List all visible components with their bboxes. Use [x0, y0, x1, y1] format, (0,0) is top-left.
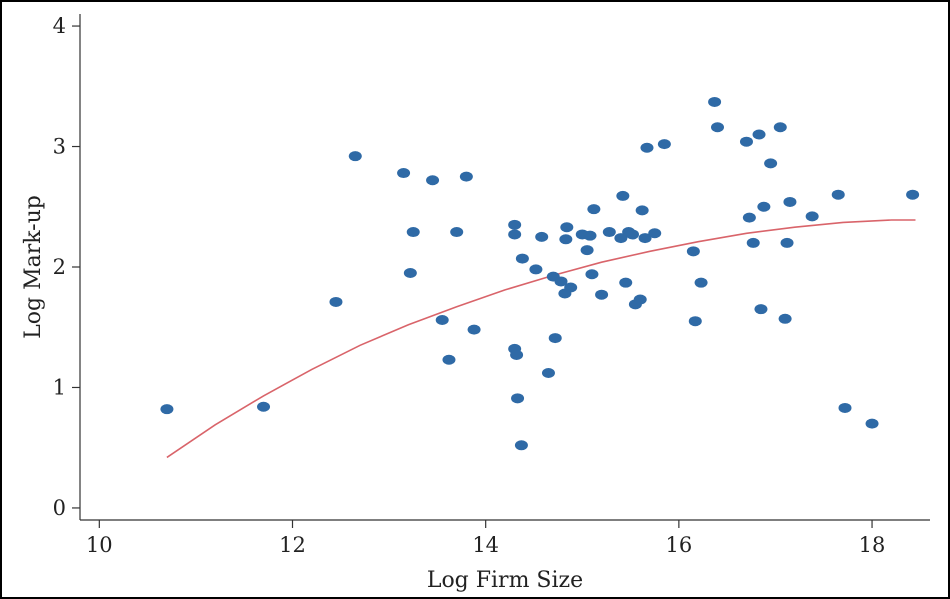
data-point-56	[746, 237, 760, 248]
data-point-35	[595, 289, 609, 300]
data-point-64	[783, 196, 797, 207]
data-point-28	[560, 222, 574, 233]
data-point-32	[583, 230, 597, 241]
data-point-59	[757, 201, 771, 212]
x-tick-label-12: 12	[279, 533, 306, 557]
x-tick-label-14: 14	[472, 533, 499, 557]
data-point-43	[633, 294, 647, 305]
data-point-46	[640, 142, 654, 153]
data-point-44	[635, 205, 649, 216]
data-point-8	[435, 315, 449, 326]
data-point-38	[616, 190, 630, 201]
y-axis-title: Log Mark-up	[21, 195, 46, 339]
data-point-16	[510, 349, 524, 360]
data-point-24	[548, 333, 562, 344]
data-point-13	[508, 219, 522, 230]
x-tick-label-18: 18	[859, 533, 886, 557]
data-point-22	[541, 368, 555, 379]
data-point-10	[450, 227, 464, 238]
data-point-68	[865, 418, 879, 429]
data-point-69	[906, 189, 920, 200]
data-point-41	[626, 229, 639, 240]
y-tick-label-1: 1	[53, 375, 66, 399]
data-point-27	[559, 234, 573, 245]
data-point-53	[711, 122, 724, 133]
data-point-31	[580, 245, 594, 256]
y-axis-ticks: 0 1 2 3 4	[53, 14, 80, 520]
data-point-58	[754, 304, 768, 315]
data-point-50	[688, 316, 702, 327]
data-point-29	[564, 282, 578, 293]
data-points	[160, 96, 920, 451]
data-point-51	[694, 277, 708, 288]
y-tick-label-3: 3	[53, 135, 66, 159]
data-point-48	[657, 139, 671, 150]
data-point-14	[508, 229, 522, 240]
data-point-65	[805, 211, 819, 222]
data-point-18	[514, 440, 528, 451]
data-point-57	[752, 129, 766, 140]
data-point-6	[406, 227, 420, 238]
data-point-52	[708, 96, 722, 107]
data-point-63	[780, 237, 794, 248]
data-point-62	[778, 313, 792, 324]
y-tick-label-4: 4	[53, 14, 66, 38]
y-tick-label-0: 0	[53, 496, 66, 520]
data-point-55	[742, 212, 756, 223]
data-point-9	[442, 354, 456, 365]
data-point-20	[529, 264, 543, 275]
data-point-33	[585, 269, 599, 280]
data-point-21	[535, 231, 549, 242]
data-point-12	[467, 324, 481, 335]
x-tick-label-10: 10	[86, 533, 113, 557]
data-point-61	[773, 122, 787, 133]
x-tick-label-16: 16	[665, 533, 692, 557]
x-axis-title: Log Firm Size	[427, 568, 583, 593]
x-axis-ticks: 10 12 14 16 18	[86, 520, 885, 557]
data-point-47	[648, 228, 662, 239]
data-point-5	[403, 268, 417, 279]
data-point-1	[257, 401, 271, 412]
data-point-7	[426, 175, 440, 186]
data-point-11	[459, 171, 473, 182]
y-tick-label-2: 2	[53, 255, 66, 279]
data-point-17	[511, 393, 525, 404]
data-point-66	[831, 189, 845, 200]
data-point-3	[348, 151, 362, 162]
data-point-34	[587, 204, 601, 215]
data-point-4	[397, 168, 411, 179]
data-point-0	[160, 404, 174, 415]
data-point-67	[838, 402, 852, 413]
data-point-45	[638, 233, 652, 244]
data-point-36	[602, 227, 616, 238]
data-point-39	[619, 277, 633, 288]
data-point-2	[329, 296, 343, 307]
data-point-19	[515, 253, 529, 264]
data-point-54	[739, 136, 753, 147]
data-point-60	[764, 158, 778, 169]
data-point-49	[686, 246, 700, 257]
data-point-25	[554, 276, 568, 287]
